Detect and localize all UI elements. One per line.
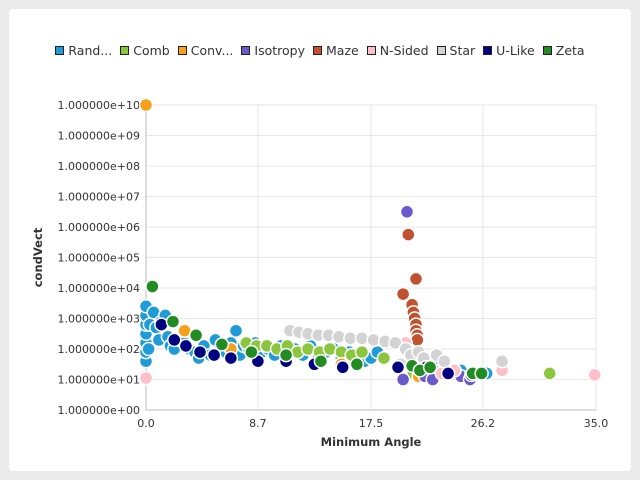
legend-item-random[interactable]: Rand...: [55, 43, 112, 58]
point-zeta[interactable]: [214, 337, 230, 352]
point-n-sided[interactable]: [138, 370, 154, 386]
x-tick-label: 8.7: [249, 417, 267, 430]
chart-legend: Rand... Comb Conv... Isotropy Maze N-Sid…: [0, 40, 640, 60]
point-zeta[interactable]: [244, 344, 259, 360]
legend-item-isotropy[interactable]: Isotropy: [241, 43, 305, 58]
point-star[interactable]: [494, 353, 510, 369]
legend-swatch-maze: [313, 45, 322, 55]
point-zeta[interactable]: [474, 366, 489, 381]
point-u-like[interactable]: [178, 338, 194, 354]
legend-item-comb[interactable]: Comb: [120, 43, 170, 58]
point-zeta[interactable]: [422, 360, 438, 375]
legend-label-zeta: Zeta: [555, 42, 585, 58]
point-convex[interactable]: [138, 97, 154, 113]
point-zeta[interactable]: [313, 353, 329, 369]
x-tick-label: 0.0: [137, 417, 155, 430]
point-u-like[interactable]: [192, 344, 208, 360]
legend-item-n-sided[interactable]: N-Sided: [366, 42, 429, 58]
legend-item-star[interactable]: Star: [436, 42, 476, 58]
y-tick-label: 1.000000e+05: [58, 252, 140, 265]
y-tick-label: 1.000000e+02: [58, 343, 140, 356]
point-zeta[interactable]: [278, 347, 294, 363]
x-tick-label: 26.2: [471, 417, 496, 430]
legend-label-convex: Conv...: [190, 42, 234, 58]
legend-label-random: Rand...: [68, 42, 113, 58]
legend-swatch-comb: [120, 45, 130, 55]
y-tick-label: 1.000000e+01: [58, 374, 140, 387]
legend-label-star: Star: [449, 42, 476, 58]
legend-label-n-sided: N-Sided: [379, 42, 429, 58]
y-tick-label: 1.000000e+09: [58, 130, 140, 143]
point-u-like[interactable]: [206, 347, 222, 363]
legend-swatch-star: [436, 45, 446, 55]
point-maze[interactable]: [401, 227, 416, 242]
legend-item-maze[interactable]: Maze: [313, 43, 359, 58]
legend-label-comb: Comb: [133, 42, 170, 58]
point-u-like[interactable]: [335, 360, 350, 375]
x-tick-label: 35.0: [584, 417, 609, 430]
legend-swatch-zeta: [542, 45, 552, 55]
point-maze[interactable]: [395, 286, 411, 302]
point-random[interactable]: [228, 323, 244, 338]
point-zeta[interactable]: [165, 314, 181, 329]
y-axis-title: condVect: [31, 227, 45, 287]
legend-item-zeta[interactable]: Zeta: [542, 42, 585, 58]
legend-swatch-convex: [177, 45, 187, 55]
point-zeta[interactable]: [188, 328, 204, 343]
point-comb[interactable]: [354, 344, 370, 360]
point-random[interactable]: [141, 341, 156, 357]
x-tick-label: 17.5: [359, 417, 384, 430]
point-comb[interactable]: [376, 350, 392, 366]
point-star[interactable]: [437, 353, 452, 369]
point-u-like[interactable]: [167, 332, 182, 348]
y-tick-label: 1.000000e+06: [58, 221, 140, 234]
point-n-sided[interactable]: [587, 367, 602, 383]
legend-label-isotropy: Isotropy: [254, 42, 305, 58]
point-comb[interactable]: [542, 366, 557, 381]
legend-swatch-u-like: [483, 45, 493, 55]
x-axis-ticks: 0.0 8.7 17.5 26.2 35.0: [137, 417, 608, 430]
legend-swatch-n-sided: [366, 45, 376, 55]
x-axis-title: Minimum Angle: [321, 435, 422, 449]
y-tick-label: 1.000000e+04: [58, 282, 140, 295]
y-axis-ticks: 1.000000e+00 1.000000e+01 1.000000e+02 1.00…: [58, 99, 140, 417]
legend-swatch-random: [55, 45, 65, 55]
y-tick-label: 1.000000e+10: [58, 99, 140, 112]
y-tick-label: 1.000000e+08: [58, 160, 140, 173]
point-isotropy[interactable]: [395, 372, 411, 387]
point-zeta[interactable]: [349, 357, 365, 372]
legend-label-u-like: U-Like: [496, 42, 535, 58]
point-isotropy[interactable]: [399, 204, 415, 220]
legend-label-maze: Maze: [326, 42, 359, 58]
y-tick-label: 1.000000e+07: [58, 191, 140, 204]
legend-item-convex[interactable]: Conv...: [177, 42, 234, 58]
y-tick-label: 1.000000e+00: [58, 404, 140, 417]
data-points: [138, 97, 602, 387]
y-tick-label: 1.000000e+03: [58, 313, 140, 326]
point-u-like[interactable]: [223, 350, 239, 366]
legend-item-u-like[interactable]: U-Like: [483, 43, 535, 58]
chart-card: [9, 9, 631, 471]
point-zeta[interactable]: [145, 279, 160, 294]
point-u-like[interactable]: [440, 366, 456, 381]
legend-swatch-isotropy: [241, 45, 251, 55]
point-maze[interactable]: [408, 271, 424, 287]
point-u-like[interactable]: [390, 360, 406, 375]
